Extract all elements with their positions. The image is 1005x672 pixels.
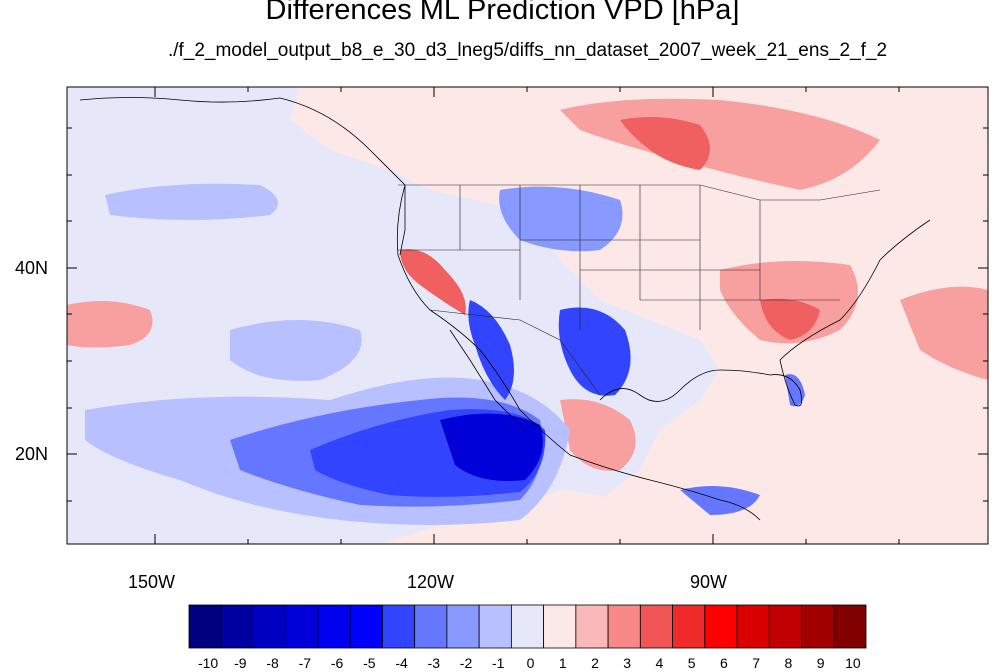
lon-label-90w: 90W <box>690 572 728 592</box>
page-subtitle: ./f_2_model_output_b8_e_30_d3_lneg5/diff… <box>167 40 888 61</box>
field-red-southeast-core <box>760 298 820 340</box>
field-blue-interior <box>499 186 623 252</box>
field-red-canada-core <box>620 116 710 170</box>
colorbar-cell <box>672 604 706 649</box>
field-red-california <box>400 249 466 315</box>
borders <box>398 184 881 396</box>
colorbar-cell <box>833 604 867 649</box>
lat-label-40n: 40N <box>15 258 49 278</box>
coastlines <box>79 97 931 521</box>
field-red-pacific <box>67 301 153 348</box>
colorbar-tick-label: -10 <box>197 655 219 671</box>
colorbar-cell <box>188 604 222 649</box>
colorbar-tick-label: 1 <box>558 655 567 671</box>
field-red-atlantic <box>900 286 988 380</box>
colorbar-tick-label: 6 <box>720 655 728 671</box>
colorbar-tick-label: 9 <box>816 655 825 671</box>
colorbar-tick-label: -8 <box>266 655 279 671</box>
colorbar-tick-label: -4 <box>395 655 408 671</box>
colorbar-cell <box>253 604 287 649</box>
colorbar-tick-label: 2 <box>591 655 599 671</box>
lat-label-20n: 20N <box>15 444 49 464</box>
colorbar-tick-label: 0 <box>526 655 535 671</box>
colorbar-cell <box>349 604 383 649</box>
lat-ticks <box>67 127 988 502</box>
colorbar-cell <box>414 604 448 649</box>
lon-label-150w: 150W <box>128 572 176 592</box>
colorbar-tick-label: -9 <box>234 655 247 671</box>
colorbar-cell <box>801 604 835 649</box>
colorbar-cell <box>607 604 641 649</box>
colorbar-cell <box>478 604 512 649</box>
colorbar-cell <box>220 604 254 649</box>
field-blue-pacific-north <box>105 183 278 220</box>
lon-ticks <box>154 87 900 544</box>
colorbar-tick-label: 5 <box>687 655 696 671</box>
colorbar-cell <box>575 604 609 649</box>
colorbar-cell <box>285 604 319 649</box>
colorbar-cell <box>639 604 673 649</box>
colorbar <box>188 604 867 649</box>
colorbar-cell <box>446 604 480 649</box>
colorbar-tick-label: -2 <box>459 655 473 671</box>
colorbar-cell <box>510 604 545 649</box>
colorbar-tick-label: -1 <box>492 655 505 671</box>
colorbar-cell <box>382 604 416 649</box>
colorbar-cell <box>543 604 577 649</box>
field-red-east <box>290 87 988 544</box>
field-red-mexico <box>560 399 636 471</box>
colorbar-cell <box>736 604 770 649</box>
colorbar-tick-label: 7 <box>752 655 761 671</box>
colorbar-tick-label: -3 <box>427 655 440 671</box>
colorbar-tick-label: 10 <box>845 655 861 671</box>
colorbar-cell <box>768 604 802 649</box>
page-title: Differences ML Prediction VPD [hPa] <box>265 0 740 26</box>
colorbar-tick-label: -5 <box>363 655 376 671</box>
colorbar-tick-label: -6 <box>330 655 344 671</box>
colorbar-tick-label: 3 <box>623 655 632 671</box>
colorbar-cell <box>317 604 351 649</box>
colorbar-cell <box>704 604 738 649</box>
lon-label-120w: 120W <box>407 572 455 592</box>
colorbar-tick-label: -7 <box>298 655 312 671</box>
field-blue-baja <box>468 300 514 400</box>
field-blue-texas <box>558 307 631 396</box>
field-blue-south-deep <box>440 413 543 481</box>
field-blue-pacific-central <box>230 320 362 381</box>
colorbar-tick-label: 4 <box>655 655 664 671</box>
field-blue-florida <box>785 374 805 407</box>
colorbar-tick-label: 8 <box>784 655 793 671</box>
